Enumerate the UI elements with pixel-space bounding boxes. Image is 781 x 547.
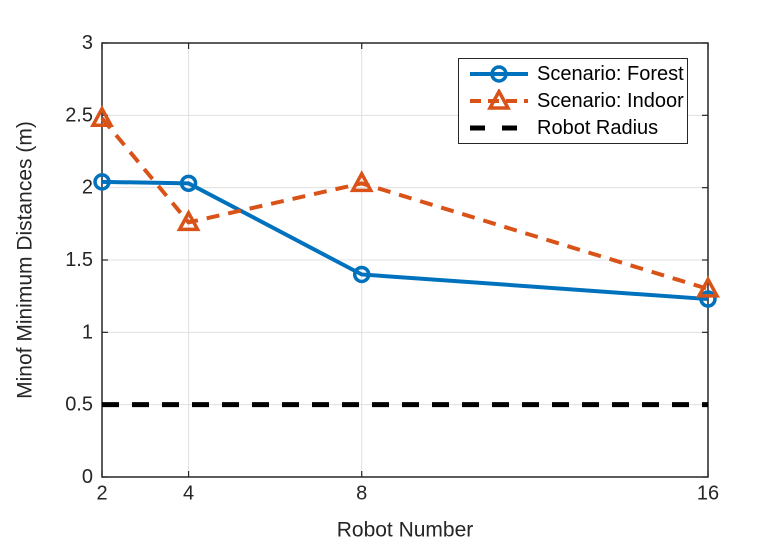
y-tick-label: 3: [82, 32, 93, 54]
legend-item-robot-radius: Robot Radius: [468, 115, 687, 141]
legend-line-sample-robot-radius: [470, 125, 528, 131]
y-tick-label: 1: [82, 321, 93, 343]
y-tick-label: 2: [82, 177, 93, 199]
marker-triangle: [487, 88, 511, 110]
legend-item-indoor: Scenario: Indoor: [468, 88, 687, 114]
marker-triangle: [176, 209, 201, 232]
legend-line-sample-forest: [470, 65, 528, 84]
x-tick-label: 4: [183, 483, 194, 505]
marker-triangle: [349, 170, 374, 193]
marker-triangle: [696, 275, 720, 298]
series-scenario-indoor: [90, 105, 720, 298]
legend-label-robot-radius: Robot Radius: [537, 116, 659, 139]
x-axis-label: Robot Number: [337, 518, 474, 541]
y-axis-label: Minof Minimum Distances (m): [14, 121, 37, 399]
y-tick-label: 1.5: [65, 249, 93, 271]
x-tick-label: 16: [697, 483, 719, 505]
x-tick-label: 2: [96, 483, 107, 505]
legend-label-forest: Scenario: Forest: [537, 63, 684, 86]
marker-circle: [93, 173, 111, 191]
marker-circle: [179, 174, 198, 193]
y-tick-label: 0: [82, 466, 93, 488]
y-tick-label: 2.5: [65, 104, 93, 126]
legend-line-sample-indoor: [470, 88, 528, 110]
marker-circle: [352, 265, 371, 284]
series-line: [100, 116, 709, 291]
marker-triangle: [90, 105, 114, 127]
series-scenario-forest: [93, 173, 717, 308]
legend-box: Scenario: Forest Scenario: Indoor Robot …: [458, 58, 688, 144]
x-tick-label: 8: [356, 483, 367, 505]
marker-circle: [490, 65, 508, 84]
series-line: [101, 179, 709, 302]
legend-item-forest: Scenario: Forest: [468, 61, 687, 87]
marker-circle: [699, 290, 717, 308]
y-tick-label: 0.5: [65, 394, 93, 416]
legend-label-indoor: Scenario: Indoor: [537, 89, 684, 112]
